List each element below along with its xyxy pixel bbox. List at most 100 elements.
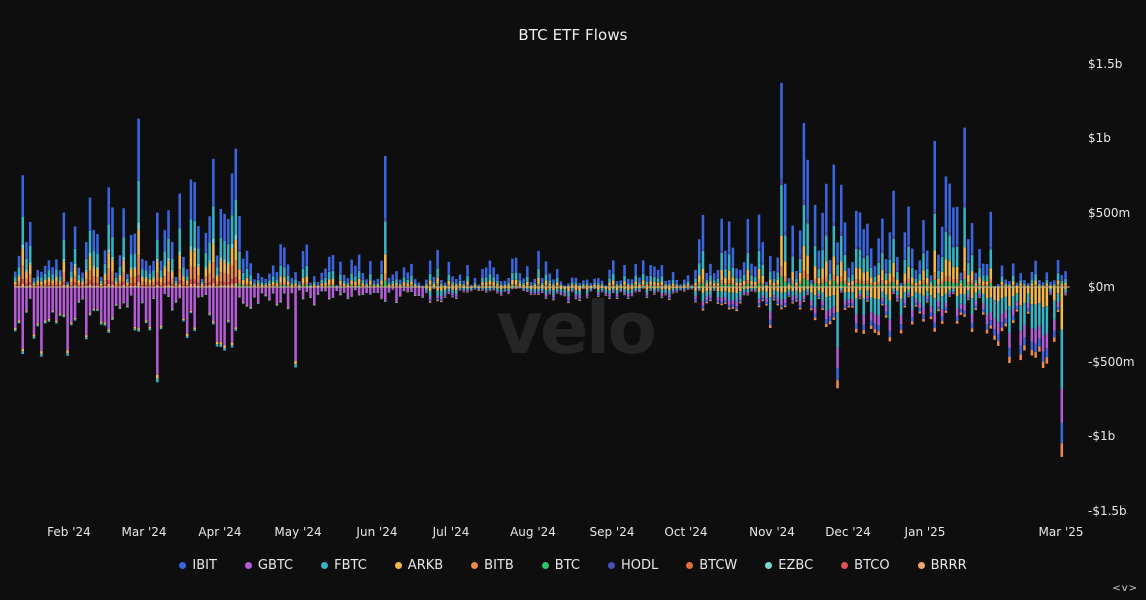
bar-segment[interactable] <box>914 278 918 283</box>
bar-segment[interactable] <box>350 295 353 297</box>
bar-segment[interactable] <box>167 281 170 285</box>
bar-segment[interactable] <box>511 284 514 286</box>
bar-segment[interactable] <box>421 285 424 287</box>
bar-segment[interactable] <box>369 273 372 275</box>
bar-segment[interactable] <box>17 275 21 277</box>
bar-segment[interactable] <box>227 219 230 245</box>
bar-segment[interactable] <box>955 309 959 317</box>
bar-segment[interactable] <box>354 284 357 286</box>
bar-segment[interactable] <box>1008 287 1011 307</box>
bar-segment[interactable] <box>440 299 443 301</box>
bar-segment[interactable] <box>212 206 215 239</box>
bar-segment[interactable] <box>249 263 253 275</box>
bar-segment[interactable] <box>496 292 499 294</box>
bar-segment[interactable] <box>36 287 39 324</box>
bar-segment[interactable] <box>832 225 836 257</box>
bar-segment[interactable] <box>851 262 854 274</box>
bar-segment[interactable] <box>447 261 451 274</box>
bar-segment[interactable] <box>668 298 671 301</box>
bar-segment[interactable] <box>914 305 918 307</box>
bar-segment[interactable] <box>241 287 245 303</box>
bar-segment[interactable] <box>768 271 772 280</box>
bar-segment[interactable] <box>193 247 196 252</box>
bar-segment[interactable] <box>705 300 708 303</box>
bar-segment[interactable] <box>253 286 256 287</box>
bar-segment[interactable] <box>783 281 787 287</box>
bar-segment[interactable] <box>522 289 525 291</box>
bar-segment[interactable] <box>85 271 88 279</box>
bar-segment[interactable] <box>746 252 750 270</box>
bar-segment[interactable] <box>896 300 899 302</box>
bar-segment[interactable] <box>653 281 656 285</box>
bar-segment[interactable] <box>499 285 503 287</box>
bar-segment[interactable] <box>690 288 694 289</box>
bar-segment[interactable] <box>163 265 167 268</box>
bar-segment[interactable] <box>780 266 783 277</box>
bar-segment[interactable] <box>148 328 152 331</box>
bar-segment[interactable] <box>77 285 81 287</box>
bar-segment[interactable] <box>813 245 817 267</box>
bar-segment[interactable] <box>301 269 305 279</box>
bar-segment[interactable] <box>88 313 92 315</box>
bar-segment[interactable] <box>129 287 133 295</box>
bar-segment[interactable] <box>727 221 731 253</box>
bar-segment[interactable] <box>290 282 294 285</box>
bar-segment[interactable] <box>372 280 376 284</box>
bar-segment[interactable] <box>122 281 125 285</box>
bar-segment[interactable] <box>447 288 451 292</box>
bar-segment[interactable] <box>197 248 200 264</box>
bar-segment[interactable] <box>746 292 750 294</box>
bar-segment[interactable] <box>754 281 757 285</box>
bar-segment[interactable] <box>1060 443 1064 457</box>
bar-segment[interactable] <box>309 282 312 285</box>
bar-segment[interactable] <box>630 279 634 283</box>
bar-segment[interactable] <box>286 275 290 282</box>
bar-segment[interactable] <box>413 295 417 296</box>
bar-segment[interactable] <box>630 282 634 284</box>
bar-segment[interactable] <box>152 282 155 286</box>
bar-segment[interactable] <box>234 287 238 328</box>
bar-segment[interactable] <box>380 260 383 274</box>
bar-segment[interactable] <box>436 277 439 284</box>
bar-segment[interactable] <box>649 264 652 276</box>
bar-segment[interactable] <box>238 269 241 280</box>
bar-segment[interactable] <box>619 285 623 287</box>
bar-segment[interactable] <box>152 298 155 300</box>
bar-segment[interactable] <box>996 341 1000 346</box>
bar-segment[interactable] <box>548 285 552 287</box>
bar-segment[interactable] <box>541 288 544 291</box>
bar-segment[interactable] <box>1026 303 1030 309</box>
bar-segment[interactable] <box>17 267 21 276</box>
bar-segment[interactable] <box>955 296 959 310</box>
bar-segment[interactable] <box>496 288 499 291</box>
bar-segment[interactable] <box>111 287 114 318</box>
bar-segment[interactable] <box>253 297 256 298</box>
bar-segment[interactable] <box>17 321 21 324</box>
bar-segment[interactable] <box>877 274 880 283</box>
bar-segment[interactable] <box>881 218 884 251</box>
bar-segment[interactable] <box>174 301 178 303</box>
bar-segment[interactable] <box>1011 315 1015 321</box>
bar-segment[interactable] <box>443 282 447 285</box>
bar-segment[interactable] <box>847 305 851 308</box>
bar-segment[interactable] <box>825 235 828 262</box>
bar-segment[interactable] <box>309 297 312 299</box>
bar-segment[interactable] <box>316 282 320 285</box>
bar-segment[interactable] <box>451 289 454 294</box>
bar-segment[interactable] <box>1015 282 1019 285</box>
bar-segment[interactable] <box>28 298 32 299</box>
bar-segment[interactable] <box>634 285 637 287</box>
bar-segment[interactable] <box>630 292 634 295</box>
bar-segment[interactable] <box>413 295 417 296</box>
bar-segment[interactable] <box>309 285 312 287</box>
bar-segment[interactable] <box>1034 329 1037 344</box>
bar-segment[interactable] <box>985 324 989 330</box>
bar-segment[interactable] <box>197 263 200 267</box>
bar-segment[interactable] <box>761 282 765 285</box>
bar-segment[interactable] <box>832 295 836 307</box>
bar-segment[interactable] <box>167 295 170 297</box>
bar-segment[interactable] <box>518 287 522 289</box>
bar-segment[interactable] <box>189 287 193 312</box>
bar-segment[interactable] <box>264 278 267 283</box>
bar-segment[interactable] <box>223 348 226 351</box>
